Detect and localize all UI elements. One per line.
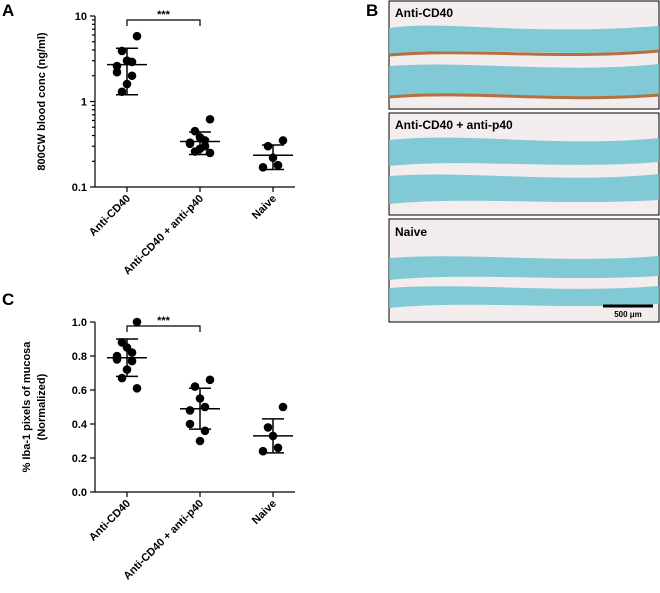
image-label: Anti-CD40 bbox=[395, 6, 453, 20]
tissue bbox=[389, 286, 659, 308]
y-axis-label: % Iba-1 pixels of mucosa bbox=[21, 341, 33, 473]
data-point bbox=[185, 419, 195, 429]
data-point bbox=[278, 402, 288, 412]
significance-label: *** bbox=[157, 315, 171, 327]
data-point bbox=[190, 147, 200, 156]
data-point bbox=[258, 162, 268, 172]
data-point bbox=[273, 443, 283, 453]
data-point bbox=[273, 160, 283, 170]
data-point bbox=[127, 356, 137, 366]
data-point bbox=[117, 87, 127, 97]
histology-panel: B Anti-CD40 Anti-CD40 + anti-p40 Naive 5… bbox=[366, 0, 660, 323]
y-axis-label: (Normalized) bbox=[36, 373, 48, 440]
x-tick-label: Naive bbox=[250, 498, 279, 527]
x-tick-label: Anti-CD40 bbox=[87, 193, 133, 239]
image-label: Naive bbox=[395, 225, 427, 239]
x-tick-label: Anti-CD40 bbox=[87, 498, 133, 544]
error-bar bbox=[262, 418, 284, 454]
data-point bbox=[132, 384, 142, 393]
data-point bbox=[112, 355, 122, 364]
panel-letter: A bbox=[2, 1, 14, 20]
data-point bbox=[185, 406, 195, 415]
data-point bbox=[200, 426, 210, 436]
tissue bbox=[389, 25, 659, 54]
data-point bbox=[200, 402, 210, 412]
scale-bar-label: 500 μm bbox=[614, 310, 642, 319]
significance-bracket bbox=[126, 19, 201, 26]
y-tick-label: 0.1 bbox=[72, 182, 87, 194]
tissue bbox=[389, 256, 659, 280]
significance-label: *** bbox=[157, 9, 171, 21]
data-point bbox=[205, 114, 215, 124]
data-point bbox=[258, 446, 268, 456]
significance-bracket bbox=[126, 325, 201, 332]
error-bar bbox=[116, 47, 138, 96]
data-point bbox=[127, 348, 137, 357]
tissue bbox=[389, 64, 659, 98]
tissue bbox=[389, 137, 659, 166]
image-label: Anti-CD40 + anti-p40 bbox=[395, 118, 513, 132]
y-tick-label: 0.0 bbox=[72, 487, 87, 499]
panel-letter: C bbox=[2, 290, 14, 309]
data-point bbox=[205, 375, 215, 385]
panel-letter: B bbox=[366, 1, 378, 20]
micrograph: Anti-CD40 + anti-p40 bbox=[388, 112, 660, 216]
y-tick-label: 0.4 bbox=[72, 419, 88, 431]
y-axis-label: 800CW blood conc (ng/ml) bbox=[36, 32, 48, 170]
data-point bbox=[205, 148, 215, 158]
data-point bbox=[190, 382, 200, 391]
stain bbox=[388, 49, 660, 100]
data-point bbox=[263, 141, 273, 151]
data-point bbox=[185, 139, 195, 149]
x-tick-label: Naive bbox=[250, 193, 279, 222]
micrograph: Anti-CD40 bbox=[388, 0, 660, 110]
y-tick-label: 0.2 bbox=[72, 453, 87, 465]
error-bar bbox=[189, 131, 211, 156]
y-tick-label: 0.8 bbox=[72, 351, 87, 363]
error-bar bbox=[116, 338, 138, 378]
tissue bbox=[389, 174, 659, 204]
error-bar bbox=[262, 144, 284, 171]
error-bar bbox=[189, 387, 211, 430]
x-tick-label: Anti-CD40 + anti-p40 bbox=[121, 193, 206, 278]
data-point bbox=[117, 373, 127, 383]
data-point bbox=[127, 71, 137, 81]
data-point bbox=[132, 317, 142, 327]
y-tick-label: 1.0 bbox=[72, 317, 87, 329]
data-point bbox=[112, 67, 122, 77]
y-tick-label: 0.6 bbox=[72, 385, 87, 397]
data-point bbox=[190, 126, 200, 136]
data-point bbox=[263, 423, 273, 432]
data-point bbox=[278, 136, 288, 145]
x-tick-label: Anti-CD40 + anti-p40 bbox=[121, 498, 206, 583]
micrograph: Naive 500 μm bbox=[388, 218, 660, 323]
y-tick-label: 10 bbox=[75, 11, 87, 23]
data-point bbox=[132, 31, 142, 41]
y-tick-label: 1 bbox=[81, 97, 87, 109]
data-point bbox=[195, 436, 205, 446]
